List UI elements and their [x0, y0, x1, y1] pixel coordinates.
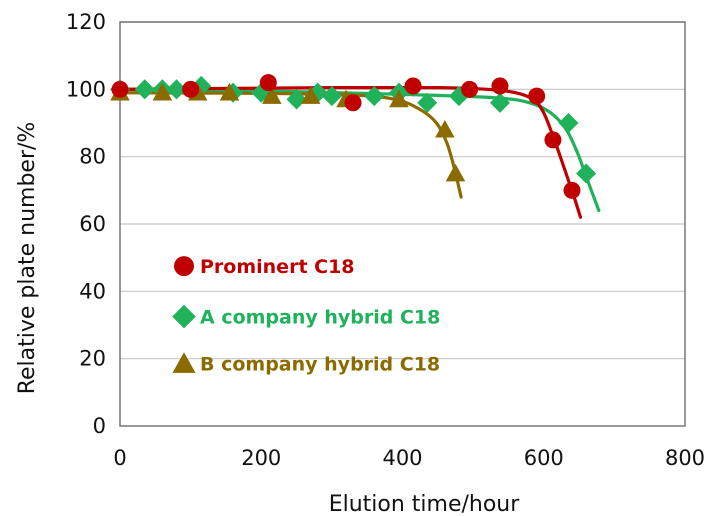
trend-line-diamond: [118, 87, 601, 213]
data-point-diamond: [489, 92, 510, 113]
y-tick-label: 60: [79, 212, 106, 236]
y-axis-title: Relative plate number/%: [15, 122, 40, 395]
y-tick-label: 80: [79, 145, 106, 169]
data-point-circle: [344, 94, 362, 112]
legend-label: B company hybrid C18: [200, 354, 440, 376]
x-tick-label: 600: [524, 446, 564, 470]
data-point-triangle: [300, 86, 321, 104]
legend-marker-diamond: [172, 304, 196, 329]
data-point-circle: [491, 77, 509, 95]
data-point-triangle: [262, 86, 282, 104]
x-tick-label: 800: [665, 446, 705, 470]
x-tick-label: 0: [113, 446, 126, 470]
x-tick-label: 200: [241, 446, 281, 470]
x-tick-label: 400: [382, 446, 422, 470]
data-point-diamond: [286, 89, 307, 110]
x-axis-title: Elution time/hour: [329, 492, 521, 516]
trend-line-triangle: [118, 91, 463, 199]
y-tick-label: 100: [66, 77, 106, 101]
axis-labels: Elution time/hour Relative plate number/…: [15, 122, 520, 516]
data-point-circle: [544, 131, 562, 149]
data-point-circle: [111, 80, 129, 98]
points-layer: [109, 74, 597, 199]
legend: Prominert C18 A company hybrid C18 B compa…: [172, 256, 440, 376]
data-point-diamond: [364, 86, 385, 107]
data-point-diamond: [558, 112, 579, 134]
data-point-triangle: [445, 163, 466, 182]
data-point-circle: [259, 74, 277, 92]
data-point-circle: [182, 80, 200, 98]
data-point-diamond: [166, 79, 187, 100]
axes-layer: 0 20 40 60 80 100 120 0 200 400 600 800: [66, 10, 705, 470]
data-point-diamond: [576, 163, 597, 184]
data-point-diamond: [251, 82, 272, 103]
data-point-circle: [404, 77, 422, 95]
data-point-circle: [528, 87, 546, 105]
legend-label: A company hybrid C18: [200, 307, 440, 329]
y-tick-label: 120: [66, 10, 106, 34]
data-point-diamond: [417, 92, 438, 113]
data-point-circle: [563, 181, 581, 199]
y-tick-label: 20: [79, 347, 106, 371]
data-point-triangle: [219, 82, 240, 101]
y-tick-label: 40: [79, 279, 106, 303]
data-point-triangle: [389, 89, 409, 108]
legend-marker-triangle: [172, 352, 196, 373]
data-point-diamond: [321, 86, 342, 107]
legend-label: Prominert C18: [200, 256, 355, 278]
plot-frame: [119, 21, 686, 427]
y-tick-label: 0: [93, 414, 106, 438]
data-point-triangle: [435, 119, 455, 138]
data-point-circle: [461, 80, 479, 98]
data-point-diamond: [307, 82, 328, 103]
data-point-triangle: [152, 82, 173, 101]
legend-marker-circle: [174, 256, 194, 277]
trend-line-circle: [118, 85, 583, 219]
data-point-diamond: [448, 86, 470, 107]
data-point-diamond: [134, 79, 155, 100]
